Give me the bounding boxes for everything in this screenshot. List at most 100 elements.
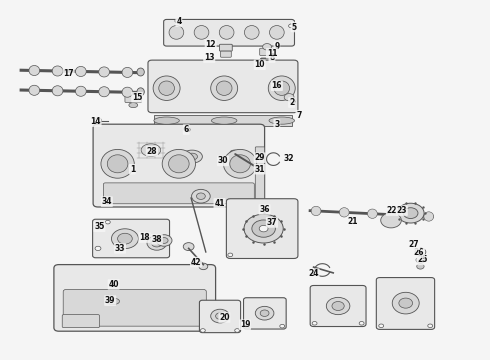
Text: 30: 30 [218, 156, 228, 165]
Text: 41: 41 [214, 199, 225, 208]
Text: 13: 13 [204, 53, 215, 62]
Ellipse shape [199, 263, 208, 270]
FancyBboxPatch shape [148, 60, 298, 113]
Ellipse shape [396, 210, 405, 220]
Text: 17: 17 [63, 69, 74, 78]
Ellipse shape [268, 76, 295, 100]
Ellipse shape [184, 127, 189, 131]
Ellipse shape [141, 144, 161, 157]
Ellipse shape [415, 248, 426, 256]
Ellipse shape [106, 298, 120, 305]
Ellipse shape [416, 257, 425, 263]
Ellipse shape [339, 208, 349, 217]
FancyBboxPatch shape [199, 300, 241, 333]
Text: 4: 4 [176, 17, 181, 26]
Ellipse shape [160, 238, 168, 243]
Ellipse shape [290, 100, 295, 103]
Text: 1: 1 [130, 165, 135, 174]
Ellipse shape [154, 117, 179, 124]
Text: 25: 25 [417, 256, 428, 264]
Text: 9: 9 [274, 42, 279, 51]
Text: 42: 42 [191, 258, 201, 266]
FancyBboxPatch shape [164, 19, 294, 46]
Ellipse shape [175, 19, 180, 23]
FancyBboxPatch shape [125, 94, 142, 103]
Ellipse shape [183, 243, 194, 251]
Text: 38: 38 [151, 235, 162, 244]
Text: 15: 15 [132, 93, 143, 102]
Ellipse shape [29, 85, 40, 95]
Ellipse shape [217, 201, 222, 205]
Ellipse shape [403, 208, 418, 219]
Ellipse shape [153, 76, 180, 100]
Ellipse shape [192, 189, 210, 203]
FancyBboxPatch shape [220, 51, 231, 57]
Text: 34: 34 [101, 197, 112, 206]
Ellipse shape [235, 329, 240, 332]
Ellipse shape [187, 153, 197, 160]
FancyBboxPatch shape [93, 124, 265, 207]
Ellipse shape [75, 66, 86, 77]
Ellipse shape [392, 292, 419, 314]
Ellipse shape [397, 203, 424, 223]
Ellipse shape [112, 229, 138, 248]
Text: 24: 24 [308, 269, 319, 278]
Ellipse shape [284, 94, 294, 101]
Ellipse shape [269, 117, 294, 124]
Ellipse shape [118, 233, 132, 244]
Ellipse shape [107, 155, 128, 173]
Ellipse shape [259, 225, 268, 232]
Ellipse shape [399, 298, 413, 308]
Ellipse shape [260, 310, 269, 316]
Ellipse shape [196, 193, 205, 199]
Text: 11: 11 [267, 49, 277, 58]
Text: 10: 10 [254, 60, 265, 69]
Ellipse shape [99, 87, 110, 97]
FancyBboxPatch shape [62, 315, 99, 328]
Ellipse shape [162, 149, 196, 178]
Ellipse shape [223, 149, 257, 178]
Text: 12: 12 [205, 40, 216, 49]
Ellipse shape [194, 26, 209, 39]
Text: 37: 37 [267, 218, 277, 227]
Bar [154, 115, 292, 126]
Ellipse shape [332, 302, 344, 310]
Ellipse shape [129, 103, 138, 108]
Ellipse shape [280, 324, 285, 328]
Ellipse shape [137, 68, 144, 76]
Text: 2: 2 [289, 98, 294, 107]
Ellipse shape [263, 44, 271, 50]
Ellipse shape [122, 87, 133, 97]
Text: 35: 35 [94, 222, 105, 231]
Ellipse shape [119, 247, 124, 251]
Text: 3: 3 [274, 120, 279, 129]
Ellipse shape [274, 81, 290, 95]
Ellipse shape [379, 324, 384, 328]
Ellipse shape [99, 67, 110, 77]
Text: 33: 33 [115, 244, 125, 253]
Ellipse shape [147, 236, 167, 250]
Ellipse shape [156, 235, 172, 246]
Ellipse shape [52, 66, 63, 76]
Text: 31: 31 [254, 165, 265, 174]
FancyBboxPatch shape [134, 140, 168, 161]
Ellipse shape [230, 155, 250, 173]
Ellipse shape [75, 86, 86, 96]
Text: 14: 14 [90, 117, 101, 126]
Ellipse shape [230, 150, 239, 156]
FancyBboxPatch shape [261, 58, 271, 62]
Text: 20: 20 [219, 313, 230, 322]
Ellipse shape [255, 306, 274, 320]
Ellipse shape [359, 321, 364, 325]
Ellipse shape [212, 117, 237, 124]
Ellipse shape [95, 246, 101, 251]
Ellipse shape [182, 150, 202, 163]
Ellipse shape [289, 24, 294, 28]
Ellipse shape [424, 212, 434, 221]
Ellipse shape [200, 329, 205, 332]
Ellipse shape [252, 220, 275, 237]
Ellipse shape [29, 66, 40, 76]
Text: 21: 21 [347, 217, 358, 226]
Ellipse shape [245, 26, 259, 39]
Ellipse shape [244, 214, 283, 243]
